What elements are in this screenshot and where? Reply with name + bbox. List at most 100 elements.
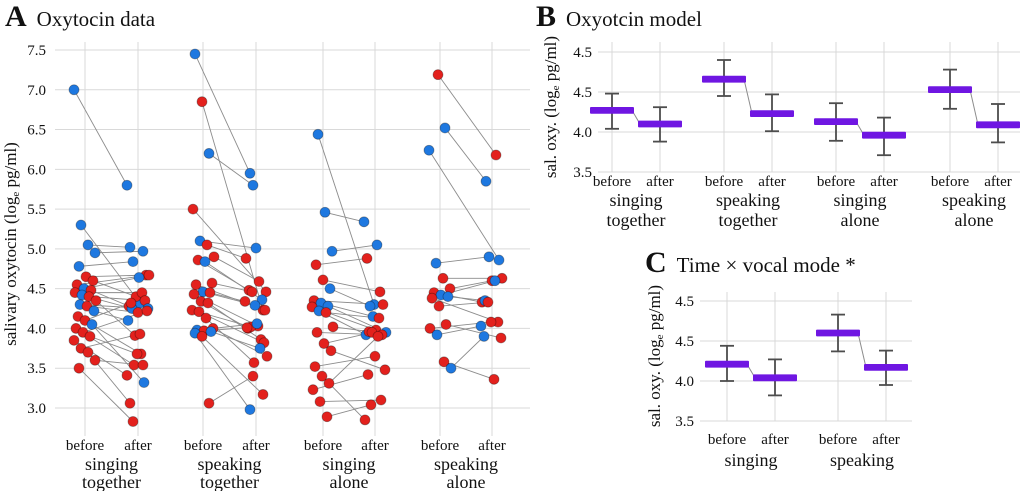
y-tick-label: 4.5: [573, 45, 592, 61]
y-tick-label: 7.5: [27, 43, 46, 59]
group-label: singing: [833, 190, 886, 210]
group-singing-together: [68, 84, 155, 427]
group-singing-alone: [306, 128, 392, 426]
data-point-after-blue: [478, 330, 490, 342]
data-point-before-red: [73, 362, 85, 374]
y-tick-label: 5.5: [27, 202, 46, 218]
data-point-after-red: [362, 369, 374, 380]
data-point-after-red: [495, 332, 507, 344]
data-point-before-red: [320, 307, 332, 318]
x-tick-before: before: [593, 174, 632, 190]
data-point-before-red: [437, 272, 449, 284]
y-tick-label: 3.5: [27, 361, 46, 377]
x-tick-before: before: [931, 174, 970, 190]
pair-line: [92, 280, 137, 298]
data-point-after-red: [134, 328, 146, 340]
panel-a-plot: 7.5 7.0 6.5 6.0 5.5 5.0 4.5 4.0 3.5 3.0 salivary o…: [1, 42, 530, 491]
data-point-after-red: [131, 348, 143, 360]
pair-line: [194, 332, 251, 410]
data-point-before-red: [327, 321, 339, 333]
data-point-after-blue: [133, 272, 145, 283]
group-speaking-together: [186, 48, 273, 415]
estimate-bar-after: [976, 121, 1020, 129]
data-point-before-blue: [439, 122, 451, 134]
y-tick-label: 4.0: [675, 374, 694, 390]
group-label: speaking: [434, 454, 498, 474]
pair-line: [444, 127, 487, 182]
group-label: singing: [322, 454, 375, 474]
data-point-after-red: [137, 359, 149, 371]
y-tick-label: 3.5: [573, 165, 592, 181]
x-tick-after: after: [758, 174, 785, 190]
pair-line: [206, 244, 247, 259]
data-point-before-red: [433, 300, 445, 312]
pair-line: [969, 89, 979, 125]
panel-c-title-text: Time × vocal mode *: [676, 253, 856, 277]
data-point-after-red: [365, 399, 377, 411]
pair-line: [428, 149, 500, 261]
pair-line: [450, 336, 485, 369]
estimate-bar-after: [864, 364, 908, 371]
data-point-before-red: [196, 96, 208, 108]
x-tick-before: before: [817, 174, 856, 190]
data-point-after-blue: [250, 242, 262, 254]
pair-line: [209, 292, 246, 302]
x-tick-after: after: [124, 438, 151, 454]
data-point-before-blue: [445, 362, 457, 374]
panel-a-title: A Oxytocin data: [5, 0, 155, 34]
panel-a-letter: A: [5, 0, 27, 33]
data-point-after-red: [379, 364, 391, 376]
data-point-after-blue: [124, 241, 136, 253]
panel-c-letter: C: [645, 246, 667, 279]
group-label: alone: [841, 210, 880, 230]
data-point-before-red: [208, 251, 220, 263]
data-point-before-blue: [68, 84, 80, 96]
data-point-after-red: [377, 299, 389, 310]
y-tick-label: 3.5: [675, 414, 694, 430]
estimate-bar-before: [702, 75, 746, 83]
data-point-after-red: [125, 297, 137, 309]
estimate-bar-after: [638, 120, 682, 128]
data-point-before-blue: [430, 257, 442, 269]
data-point-before-red: [201, 239, 213, 251]
y-tick-label: 5.0: [27, 242, 46, 258]
pair-line: [94, 250, 144, 254]
data-point-before-blue: [423, 144, 435, 156]
pair-line: [194, 53, 251, 174]
y-axis-label-a: salivary oxytocin (loge pg/ml): [1, 142, 22, 346]
y-tick-label: 4.5: [27, 282, 46, 298]
y-tick-label: 4.5: [675, 334, 694, 350]
pair-line: [326, 404, 372, 418]
pair-line: [314, 355, 376, 368]
data-point-after-red: [359, 414, 371, 426]
data-point-before-red: [426, 292, 438, 304]
group-label: singing: [609, 190, 662, 210]
pair-line: [210, 331, 261, 349]
pair-line: [445, 324, 502, 339]
x-tick-before: before: [421, 438, 460, 454]
panel-b-title-text: Oxyotcin model: [566, 7, 702, 31]
pair-line: [87, 244, 131, 248]
y-axis-label-c: sal. oxy. (loge pg/ml): [645, 285, 666, 427]
data-point-before-blue: [431, 329, 443, 341]
group-label: singing: [85, 454, 138, 474]
data-point-after-red: [488, 373, 500, 385]
data-point-before-blue: [73, 260, 85, 272]
pair-line: [437, 74, 497, 156]
data-point-before-red: [206, 277, 218, 289]
pair-line: [324, 211, 365, 223]
data-point-after-blue: [244, 167, 256, 179]
x-tick-after: after: [242, 438, 269, 454]
group-label: speaking: [830, 450, 894, 470]
pair-line: [213, 256, 260, 282]
data-point-before-red: [309, 361, 321, 373]
data-point-after-red: [257, 389, 269, 400]
pair-line: [857, 332, 867, 368]
data-point-before-blue: [86, 319, 98, 330]
data-point-before-red: [200, 312, 212, 324]
data-point-before-red: [89, 354, 101, 366]
data-point-after-red: [241, 322, 253, 334]
pair-line: [312, 374, 369, 391]
data-point-after-red: [369, 350, 381, 362]
estimate-bar-before: [814, 118, 858, 125]
